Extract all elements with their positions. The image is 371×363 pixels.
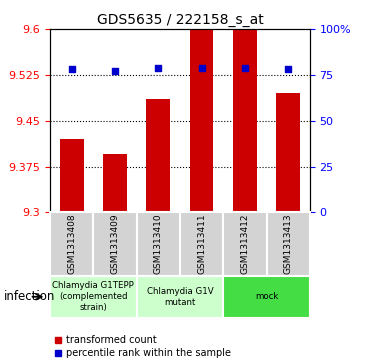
Point — [242, 65, 248, 70]
Text: GSM1313409: GSM1313409 — [111, 214, 119, 274]
Point — [69, 66, 75, 72]
Text: GSM1313411: GSM1313411 — [197, 214, 206, 274]
Legend: transformed count, percentile rank within the sample: transformed count, percentile rank withi… — [55, 335, 231, 358]
Text: mock: mock — [255, 292, 278, 301]
Point — [112, 68, 118, 74]
Title: GDS5635 / 222158_s_at: GDS5635 / 222158_s_at — [96, 13, 263, 26]
Text: Chlamydia G1V
mutant: Chlamydia G1V mutant — [147, 287, 213, 307]
Text: infection: infection — [4, 290, 55, 303]
Bar — [50, 212, 93, 276]
Bar — [276, 93, 300, 212]
Bar — [233, 29, 257, 212]
Bar — [103, 154, 127, 212]
Bar — [147, 99, 170, 212]
Text: GSM1313412: GSM1313412 — [240, 214, 249, 274]
Text: GSM1313408: GSM1313408 — [67, 214, 76, 274]
Bar — [137, 276, 223, 318]
Text: Chlamydia G1TEPP
(complemented
strain): Chlamydia G1TEPP (complemented strain) — [52, 281, 134, 312]
Point — [198, 65, 204, 70]
Point — [285, 66, 291, 72]
Bar — [223, 276, 310, 318]
Bar — [266, 212, 310, 276]
Bar — [223, 212, 266, 276]
Text: GSM1313413: GSM1313413 — [284, 214, 293, 274]
Bar — [60, 139, 83, 212]
Bar — [190, 29, 213, 212]
Point — [155, 65, 161, 70]
Bar — [137, 212, 180, 276]
Text: GSM1313410: GSM1313410 — [154, 214, 163, 274]
Bar — [93, 212, 137, 276]
Bar — [50, 276, 137, 318]
Bar — [180, 212, 223, 276]
